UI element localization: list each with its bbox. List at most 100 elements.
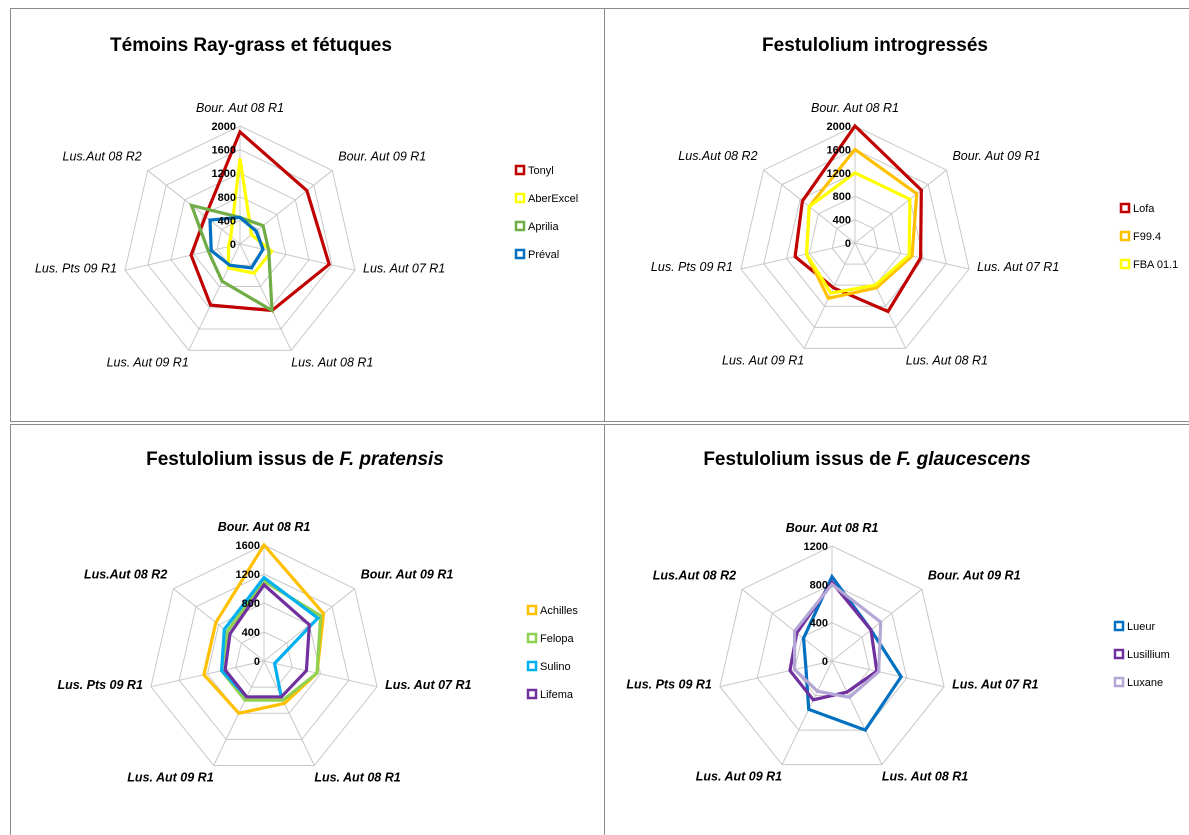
series-group <box>202 542 326 716</box>
series-group <box>788 573 904 733</box>
legend-swatch-lueur <box>1113 620 1125 632</box>
chart-panel-temoins: Témoins Ray-grass et fétuques 0 400 800 1200… <box>10 8 605 422</box>
chart-title-italic: F. pratensis <box>339 449 444 470</box>
series-line-lofa <box>793 123 923 314</box>
tick-label: 800 <box>810 579 828 591</box>
legend-swatch-f99-4 <box>1119 230 1131 242</box>
axis-spoke <box>719 660 833 688</box>
axis-spoke <box>740 242 856 270</box>
grid-ring <box>808 195 902 286</box>
tick-label: 1200 <box>212 168 236 180</box>
axis-label: Bour. Aut 09 R1 <box>338 149 426 163</box>
axis-label: Bour. Aut 08 R1 <box>786 521 879 535</box>
chart-panel-introgresses: Festulolium introgressés 0 400 800 1200 1600 2… <box>605 8 1189 422</box>
tick-label: 0 <box>822 656 828 668</box>
axis-label: Bour. Aut 08 R1 <box>811 101 899 115</box>
tick-label: 0 <box>230 239 236 251</box>
tick-label: 800 <box>833 191 851 203</box>
legend-swatch-lofa <box>1119 202 1131 214</box>
radar-chart: Festulolium introgressés 0 400 800 1200 1600 2… <box>651 35 1178 367</box>
axis-label: Bour. Aut 09 R1 <box>952 149 1040 163</box>
legend: Achilles Felopa Sulino Lifema <box>526 604 578 701</box>
grid-ring <box>147 149 333 330</box>
tick-label: 1200 <box>804 541 828 553</box>
legend: Tonyl AberExcel Aprilia Préval <box>514 164 578 261</box>
axis-spoke <box>239 243 356 271</box>
radar-chart: Festulolium issus de F. pratensis 0 400 800… <box>57 449 578 785</box>
legend-swatch-pr-val <box>514 248 526 260</box>
legend-entry-f99-4: F99.4 <box>1133 231 1161 243</box>
series-line-achilles <box>202 542 326 716</box>
grid-ring <box>150 544 378 767</box>
radar-chart: Festulolium issus de F. glaucescens 0 400 8… <box>626 449 1170 784</box>
legend-entry-lofa: Lofa <box>1133 203 1155 215</box>
axis-label: Bour. Aut 09 R1 <box>928 568 1021 582</box>
series-line-sulino <box>219 575 321 699</box>
grid-ring <box>178 573 350 740</box>
grid-ring <box>756 583 908 731</box>
series-line-lifema <box>223 582 311 699</box>
axis-spoke <box>831 660 945 688</box>
legend-entry-pr-val: Préval <box>528 249 559 261</box>
tick-label: 1200 <box>236 569 260 581</box>
legend-entry-aprilia: Aprilia <box>528 221 559 233</box>
chart-panel-glaucescens: Festulolium issus de F. glaucescens 0 400 8… <box>605 424 1189 835</box>
series-line-aberexcel <box>226 158 274 276</box>
axis-spoke <box>854 169 947 244</box>
axis-label: Bour. Aut 08 R1 <box>218 520 311 534</box>
axis-label: Lus. Aut 09 R1 <box>696 770 782 784</box>
axis-label: Bour. Aut 09 R1 <box>361 568 454 582</box>
legend-entry-tonyl: Tonyl <box>528 165 554 177</box>
grid-ring <box>235 631 293 688</box>
axis-label: Lus.Aut 08 R2 <box>678 149 757 163</box>
legend-swatch-lifema <box>526 688 538 700</box>
axis-spoke <box>172 588 265 662</box>
axis-spoke <box>263 660 315 766</box>
chart-title-main: Festulolium issus de <box>703 449 896 470</box>
series-line-aprilia <box>189 203 274 314</box>
tick-label: 400 <box>218 215 236 227</box>
axis-label: Lus. Pts 09 R1 <box>57 678 142 692</box>
series-line-fba-01-1 <box>804 170 912 295</box>
tick-label: 400 <box>810 618 828 630</box>
legend-swatch-luxane <box>1113 676 1125 688</box>
grid-ring <box>740 125 970 349</box>
axis-label: Lus. Aut 08 R1 <box>314 771 400 785</box>
axis-label: Bour. Aut 08 R1 <box>196 101 284 115</box>
axis-label: Lus. Aut 08 R1 <box>882 770 968 784</box>
axis-label: Lus. Pts 09 R1 <box>626 678 711 692</box>
axis-label: Lus. Aut 09 R1 <box>722 353 804 367</box>
legend: Lueur Lusillium Luxane <box>1113 620 1170 689</box>
tick-label: 2000 <box>827 121 851 133</box>
grid-ring <box>763 148 947 328</box>
grid-ring <box>786 172 924 307</box>
legend-swatch-achilles <box>526 604 538 616</box>
radar-grid <box>719 545 945 766</box>
series-line-luxane <box>792 582 883 699</box>
tick-label: 0 <box>254 656 260 668</box>
axis-spoke <box>150 660 265 688</box>
tick-label: 400 <box>242 627 260 639</box>
axis-label: Lus.Aut 08 R2 <box>84 568 167 582</box>
legend-entry-achilles: Achilles <box>540 605 578 617</box>
series-line-pr-val <box>208 215 265 270</box>
axis-spoke <box>188 243 241 351</box>
grid-ring <box>719 545 945 766</box>
axis-spoke <box>741 588 833 662</box>
axis-spoke <box>781 660 833 765</box>
legend-entry-luxane: Luxane <box>1127 677 1163 689</box>
legend-swatch-aprilia <box>514 220 526 232</box>
axis-label: Lus. Aut 08 R1 <box>291 355 373 369</box>
radar-grid <box>124 125 356 351</box>
grid-ring <box>124 125 356 351</box>
series-line-lueur <box>801 573 904 733</box>
chart-title: Festulolium issus de F. pratensis <box>146 449 444 470</box>
axis-spoke <box>854 242 907 349</box>
chart-title-main: Festulolium introgressés <box>762 35 988 56</box>
grid-ring <box>206 602 322 714</box>
series-line-felopa <box>219 579 323 702</box>
legend-swatch-felopa <box>526 632 538 644</box>
series-group <box>189 129 332 314</box>
legend-entry-lueur: Lueur <box>1127 621 1155 633</box>
axis-spoke <box>124 243 241 271</box>
